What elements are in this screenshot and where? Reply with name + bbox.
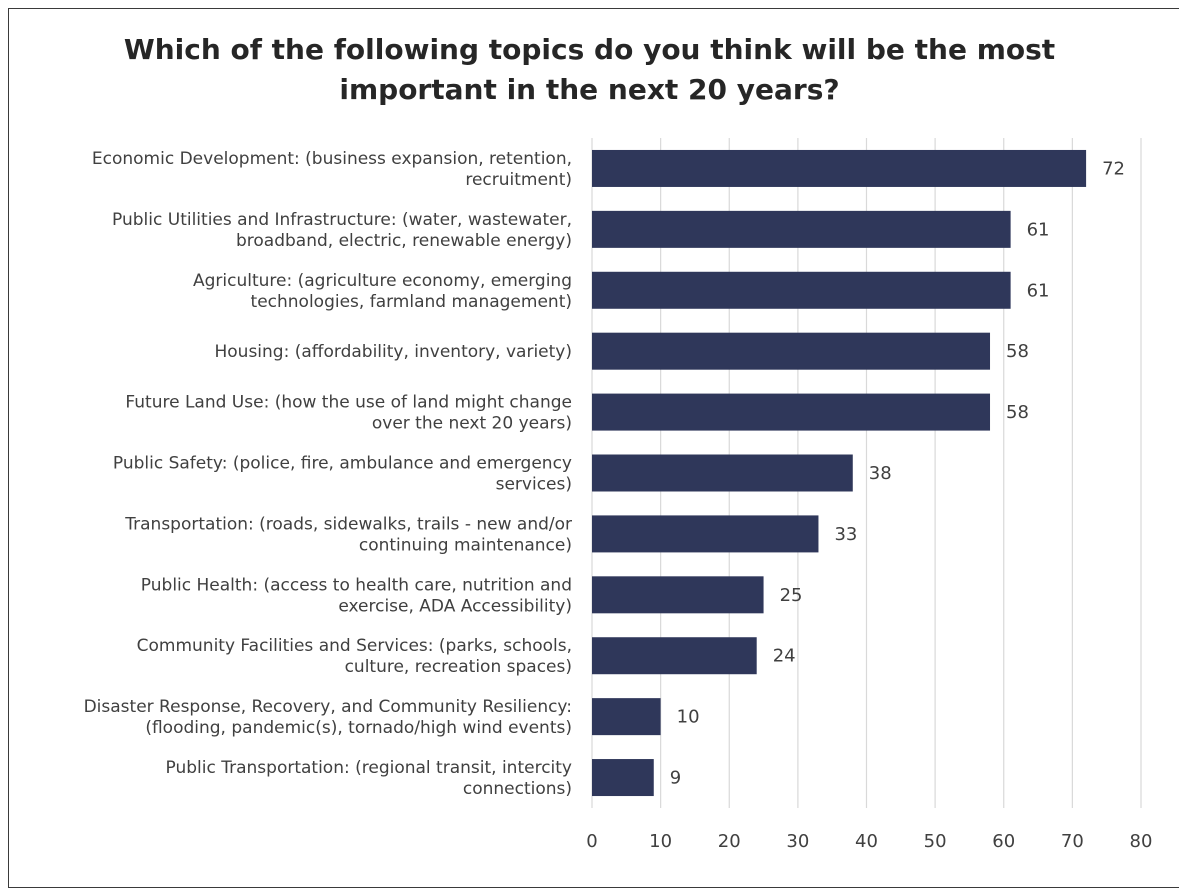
bar [592,210,1011,248]
data-label: 10 [677,707,700,728]
category-label: Public Safety: (police, fire, ambulance … [113,454,572,495]
category-label: Agriculture: (agriculture economy, emerg… [193,271,572,312]
category-label: Housing: (affordability, inventory, vari… [214,342,572,362]
category-label: Economic Development: (business expansio… [92,149,572,190]
category-label: Community Facilities and Services: (park… [137,636,572,677]
x-tick-label: 80 [1130,831,1153,852]
data-label: 58 [1006,341,1029,362]
bar [592,454,853,492]
bar-chart: 72 61 61 58 58 38 33 25 24 10 9 Economic Developme… [84,138,1152,852]
category-labels: Economic Development: (business expansio… [84,149,572,799]
x-tick-label: 20 [718,831,741,852]
bar [592,393,991,431]
category-label-line: Public Safety: (police, fire, ambulance … [113,454,572,474]
chart-title-line-1: Which of the following topics do you thi… [123,33,1056,66]
category-label-line: continuing maintenance) [359,535,572,555]
category-label: Public Utilities and Infrastructure: (wa… [112,210,572,251]
category-label: Public Health: (access to health care, n… [141,575,572,616]
data-labels: 72 61 61 58 58 38 33 25 24 10 9 [670,158,1125,788]
category-label-line: (flooding, pandemic(s), tornado/high win… [145,718,572,738]
bar [592,271,1011,309]
category-label-line: exercise, ADA Accessibility) [338,596,572,616]
category-label-line: technologies, farmland management) [251,292,572,312]
x-tick-label: 40 [855,831,878,852]
bar [592,515,819,553]
category-label-line: Future Land Use: (how the use of land mi… [125,393,572,413]
data-label: 61 [1027,219,1050,240]
category-label-line: Transportation: (roads, sidewalks, trail… [124,514,572,534]
x-tick-label: 0 [586,831,597,852]
bar [592,332,991,370]
data-label: 33 [834,524,857,545]
chart-title-line-2: important in the next 20 years? [339,73,840,106]
data-label: 61 [1027,280,1050,301]
category-label-line: Public Utilities and Infrastructure: (wa… [112,210,572,230]
category-label-line: Public Health: (access to health care, n… [141,575,572,595]
category-label-line: culture, recreation spaces) [345,657,572,677]
data-label: 38 [869,463,892,484]
x-tick-label: 30 [786,831,809,852]
bar [592,576,764,614]
data-label: 24 [773,646,796,667]
bars [592,149,1087,797]
category-label-line: Disaster Response, Recovery, and Communi… [84,697,572,717]
data-label: 9 [670,768,681,789]
category-label-line: Agriculture: (agriculture economy, emerg… [193,271,572,291]
chart-title: Which of the following topics do you thi… [0,30,1179,110]
x-tick-label: 50 [924,831,947,852]
bar [592,759,654,797]
category-label-line: broadband, electric, renewable energy) [236,231,572,251]
category-label-line: Community Facilities and Services: (park… [137,636,572,656]
category-label: Transportation: (roads, sidewalks, trail… [124,514,572,555]
data-label: 72 [1102,158,1125,179]
category-label-line: recruitment) [465,170,572,190]
x-tick-label: 60 [992,831,1015,852]
category-label-line: services) [496,475,572,495]
category-label: Future Land Use: (how the use of land mi… [125,393,572,434]
category-label-line: Housing: (affordability, inventory, vari… [214,342,572,362]
data-label: 58 [1006,402,1029,423]
category-label-line: Economic Development: (business expansio… [92,149,572,169]
category-label: Public Transportation: (regional transit… [166,758,572,799]
bar [592,149,1087,187]
data-label: 25 [780,585,803,606]
category-label-line: Public Transportation: (regional transit… [166,758,572,778]
category-label-line: over the next 20 years) [372,414,572,434]
bar [592,698,661,736]
category-label: Disaster Response, Recovery, and Communi… [84,697,572,738]
bar [592,637,757,675]
category-label-line: connections) [463,779,572,799]
x-tick-label: 10 [649,831,672,852]
x-axis-tick-labels: 0 10 20 30 40 50 60 70 80 [586,831,1152,852]
x-tick-label: 70 [1061,831,1084,852]
